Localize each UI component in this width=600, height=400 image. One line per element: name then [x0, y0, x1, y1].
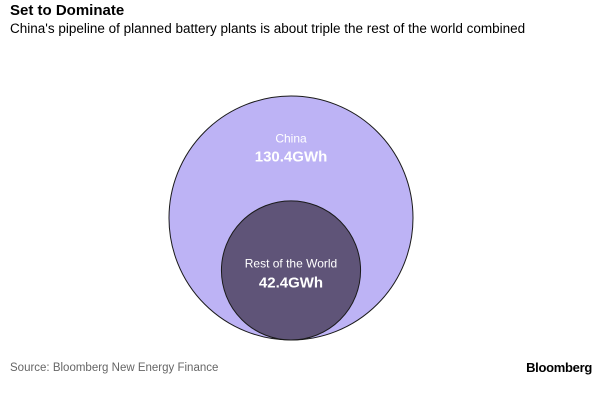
china-value-label: 130.4GWh: [255, 148, 328, 165]
rest-of-world-label: Rest of the World: [245, 256, 337, 270]
source-note: Source: Bloomberg New Energy Finance: [10, 362, 219, 374]
chart-subtitle: China's pipeline of planned battery plan…: [10, 21, 526, 36]
bloomberg-logo: Bloomberg: [526, 360, 592, 375]
rest-of-world-bubble: [220, 200, 362, 341]
china-label: China: [275, 131, 307, 145]
chart-title: Set to Dominate: [10, 2, 125, 19]
rest-of-world-value-label: 42.4GWh: [259, 274, 323, 291]
